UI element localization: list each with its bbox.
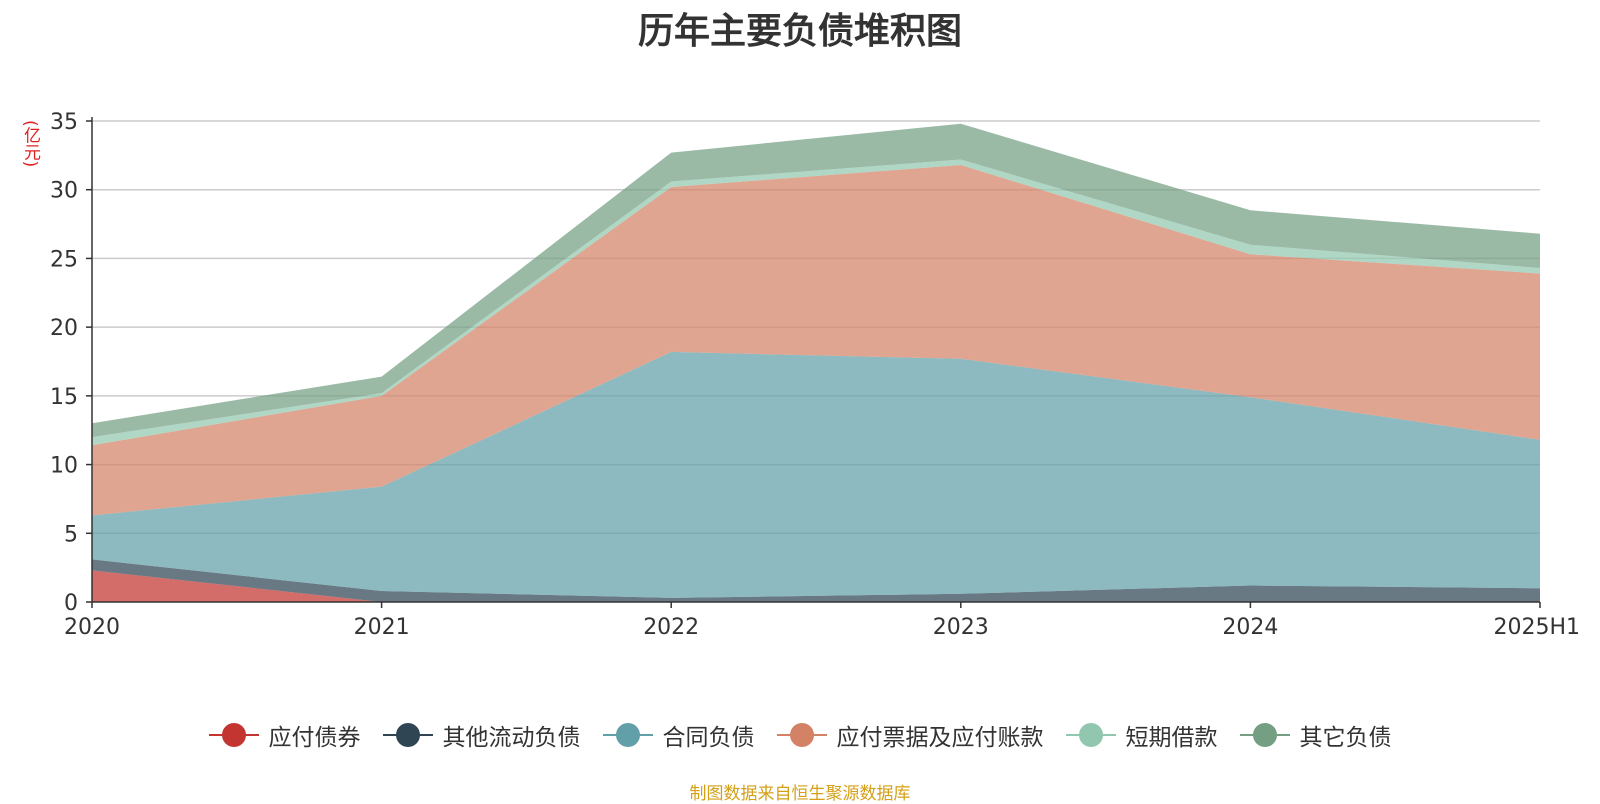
y-tick-label: 30 xyxy=(50,179,78,204)
legend-item[interactable]: 其它负债 xyxy=(1239,718,1392,752)
area-series-4 xyxy=(92,159,1540,446)
x-tick-label: 2020 xyxy=(64,615,120,640)
y-tick-label: 10 xyxy=(50,454,78,479)
area-series-3 xyxy=(92,165,1540,516)
area-series-0 xyxy=(92,570,1540,602)
legend-item[interactable]: 其他流动负债 xyxy=(382,718,581,752)
y-tick-label: 20 xyxy=(50,316,78,341)
y-tick-label: 15 xyxy=(50,385,78,410)
legend-swatch-icon xyxy=(382,722,433,748)
area-series-1 xyxy=(92,559,1540,602)
x-tick-label: 2021 xyxy=(354,615,410,640)
legend-label: 其它负债 xyxy=(1299,725,1392,751)
y-tick-label: 0 xyxy=(64,591,78,616)
legend-swatch-icon xyxy=(776,722,827,748)
legend-item[interactable]: 合同负债 xyxy=(602,718,755,752)
area-series-2 xyxy=(92,351,1540,598)
x-tick-label: 2025H1 xyxy=(1493,615,1580,640)
x-tick-label: 2024 xyxy=(1222,615,1278,640)
legend-label: 合同负债 xyxy=(662,725,755,751)
area-series-layer xyxy=(92,123,1540,602)
y-axis-unit-label: (亿元) xyxy=(20,120,40,168)
y-tick-label: 35 xyxy=(50,110,78,135)
legend-item[interactable]: 应付票据及应付账款 xyxy=(776,718,1044,752)
legend-label: 应付票据及应付账款 xyxy=(836,725,1044,751)
chart-title: 历年主要负债堆积图 xyxy=(637,11,962,52)
legend-swatch-icon xyxy=(602,722,653,748)
area-series-5 xyxy=(92,123,1540,438)
legend-item[interactable]: 应付债券 xyxy=(208,718,361,752)
x-tick-label: 2023 xyxy=(933,615,989,640)
legend-swatch-icon xyxy=(208,722,259,748)
legend-item[interactable]: 短期借款 xyxy=(1065,718,1218,752)
legend-swatch-icon xyxy=(1065,722,1116,748)
y-tick-label: 25 xyxy=(50,247,78,272)
axes: 0 5 10 15 20 25 30 35 2020 2021 2022 2023 2024 2025H1 xyxy=(50,110,1580,640)
legend-label: 短期借款 xyxy=(1125,725,1218,751)
legend: 应付债券 其他流动负债 合同负债 应付票据及应付账款 短期借款 其它负债 xyxy=(0,718,1600,752)
y-tick-label: 5 xyxy=(64,522,78,547)
legend-label: 应付债券 xyxy=(268,725,361,751)
x-tick-label: 2022 xyxy=(643,615,699,640)
legend-swatch-icon xyxy=(1239,722,1290,748)
legend-label: 其他流动负债 xyxy=(442,725,581,751)
source-note: 制图数据来自恒生聚源数据库 xyxy=(689,784,911,804)
